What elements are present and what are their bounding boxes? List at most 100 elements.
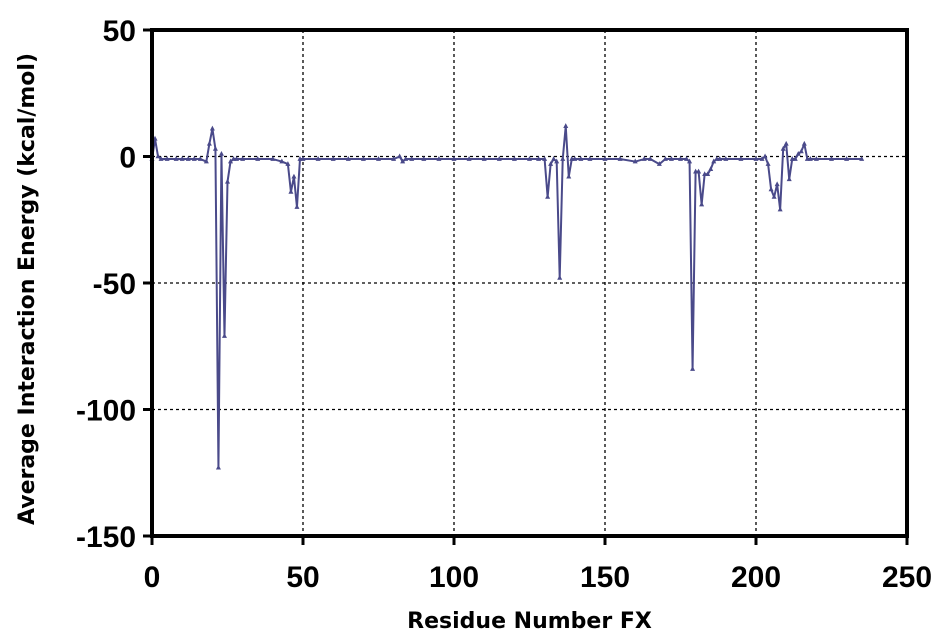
data-point: [783, 140, 789, 146]
data-point: [572, 156, 578, 161]
data-point: [617, 156, 623, 161]
data-point: [844, 156, 850, 161]
data-point: [768, 186, 774, 192]
data-point: [270, 156, 276, 161]
data-point: [792, 156, 798, 161]
data-point: [632, 158, 638, 164]
plot-frame: [150, 28, 909, 538]
data-point: [209, 125, 215, 131]
data-point: [240, 156, 246, 161]
data-point: [687, 158, 693, 164]
data-point: [542, 156, 548, 161]
x-tick-label: 250: [882, 561, 932, 594]
data-point: [738, 156, 744, 161]
data-point: [212, 145, 218, 151]
data-point: [557, 274, 563, 280]
data-point: [545, 193, 551, 199]
data-point: [536, 156, 542, 161]
data-point: [228, 158, 234, 164]
data-point: [436, 156, 442, 161]
data-point: [409, 156, 415, 161]
x-tick-label: 100: [429, 561, 479, 594]
data-point: [560, 156, 566, 161]
data-point: [795, 150, 801, 156]
axis-ticks: 0 50 100 150 200 250 50 0 -50 -100 -150: [76, 15, 932, 594]
data-point: [566, 173, 572, 179]
data-point: [587, 156, 593, 161]
data-point: [708, 166, 714, 171]
data-point: [780, 145, 786, 151]
data-point: [678, 156, 683, 161]
data-point: [759, 156, 765, 161]
data-point: [376, 156, 381, 161]
y-tick-label: -50: [93, 268, 136, 301]
data-point: [291, 173, 297, 179]
data-point: [753, 156, 759, 161]
data-point: [215, 464, 221, 470]
data-point: [225, 178, 230, 184]
data-point: [684, 156, 690, 161]
y-tick-label: 50: [103, 15, 136, 48]
data-point: [158, 156, 164, 161]
data-point: [234, 156, 240, 161]
data-point: [859, 156, 865, 161]
y-tick-label: -150: [76, 521, 136, 554]
data-point: [397, 153, 403, 159]
data-point: [155, 153, 161, 159]
y-tick-label: 0: [119, 142, 136, 175]
data-point: [527, 156, 532, 161]
data-point: [690, 366, 696, 371]
data-point: [774, 181, 780, 187]
data-point: [221, 333, 227, 338]
data-point: [203, 158, 209, 164]
y-axis-title: Average Interaction Energy (kcal/mol): [15, 53, 40, 525]
data-point: [699, 201, 705, 207]
data-point: [641, 156, 647, 161]
data-point: [197, 156, 203, 161]
data-point: [496, 156, 502, 161]
data-point: [451, 156, 457, 161]
data-point: [288, 188, 294, 194]
data-point: [786, 176, 792, 182]
data-point: [563, 123, 569, 128]
data-point: [807, 156, 813, 161]
data-point: [315, 156, 321, 161]
x-axis-title: Residue Number FX: [407, 609, 652, 634]
data-point: [481, 156, 487, 161]
data-point: [829, 156, 834, 161]
data-point: [771, 193, 777, 199]
x-tick-label: 200: [731, 561, 781, 594]
data-point: [723, 156, 729, 161]
x-tick-label: 150: [580, 561, 630, 594]
data-point: [206, 140, 212, 146]
data-point: [662, 156, 668, 161]
data-point: [647, 156, 653, 161]
data-point: [403, 156, 409, 161]
data-point: [421, 156, 427, 161]
data-point: [777, 206, 783, 212]
data-point: [656, 161, 662, 166]
data-point: [179, 156, 185, 161]
data-point: [551, 156, 557, 161]
series-line: [151, 125, 862, 469]
grid-lines: [152, 30, 907, 536]
data-point: [511, 156, 517, 161]
data-point: [173, 156, 179, 161]
data-point: [255, 156, 261, 161]
data-point: [798, 148, 804, 154]
y-tick-label: -100: [76, 395, 136, 428]
data-point: [705, 171, 711, 177]
data-point: [668, 156, 674, 161]
data-point: [400, 158, 406, 164]
data-point: [218, 150, 224, 156]
data-point: [554, 158, 560, 164]
plot-area: [149, 123, 865, 470]
data-point: [164, 156, 170, 161]
data-point: [801, 140, 807, 146]
data-point: [360, 156, 366, 161]
data-point: [185, 156, 191, 161]
data-point: [466, 156, 472, 161]
data-point: [813, 156, 819, 161]
data-point: [330, 156, 336, 161]
data-point: [294, 204, 300, 209]
